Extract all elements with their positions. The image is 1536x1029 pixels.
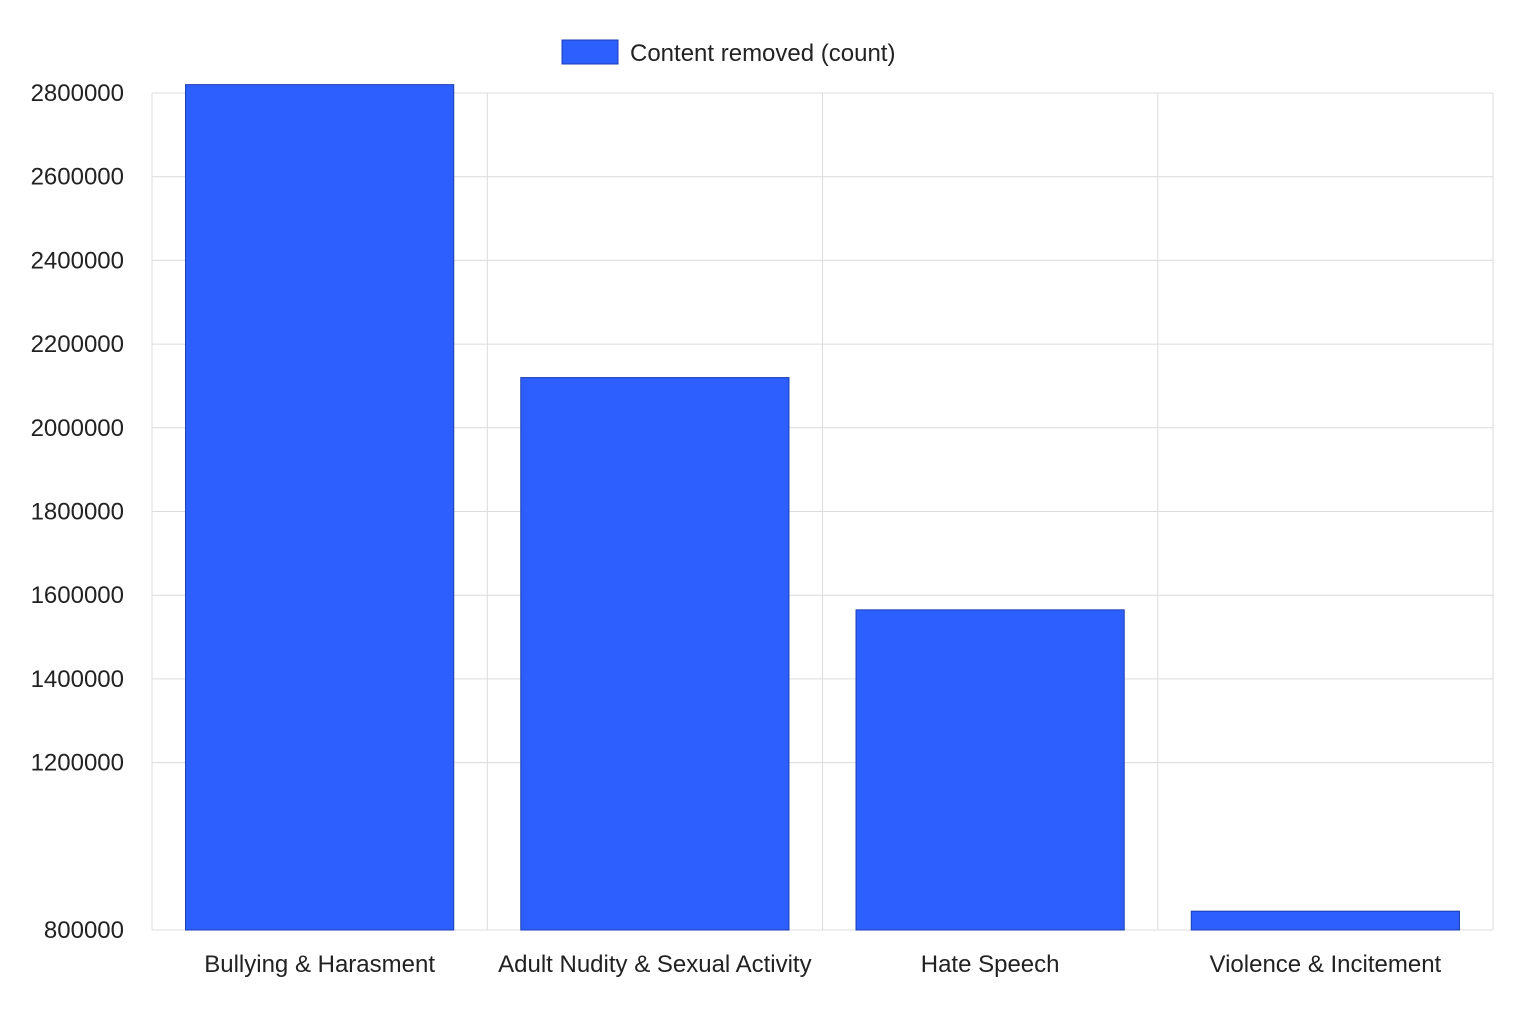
y-tick-label: 2000000 — [31, 415, 124, 442]
y-tick-label: 800000 — [44, 917, 124, 944]
y-tick-label: 2600000 — [31, 164, 124, 191]
y-tick-label: 1200000 — [31, 750, 124, 777]
x-category-label: Hate Speech — [921, 951, 1060, 978]
bars — [185, 84, 1460, 931]
y-tick-label: 2800000 — [31, 80, 124, 107]
y-tick-label: 2400000 — [31, 247, 124, 274]
bar — [185, 84, 455, 931]
bar — [855, 609, 1125, 931]
x-category-label: Adult Nudity & Sexual Activity — [498, 951, 811, 978]
legend: Content removed (count) — [561, 39, 895, 67]
legend-swatch — [561, 39, 619, 65]
y-tick-label: 1400000 — [31, 666, 124, 693]
x-axis-categories: Bullying & Harasment Adult Nudity & Sexua… — [204, 951, 1441, 978]
x-category-label: Bullying & Harasment — [204, 951, 435, 978]
x-category-label: Violence & Incitement — [1210, 951, 1442, 978]
y-axis-ticks: 800000 1200000 1400000 1600000 1800000 200000… — [31, 80, 124, 944]
legend-label: Content removed (count) — [630, 40, 895, 67]
y-tick-label: 1800000 — [31, 499, 124, 526]
y-tick-label: 1600000 — [31, 582, 124, 609]
bar — [1190, 910, 1460, 931]
y-tick-label: 2200000 — [31, 331, 124, 358]
bar — [520, 377, 790, 931]
